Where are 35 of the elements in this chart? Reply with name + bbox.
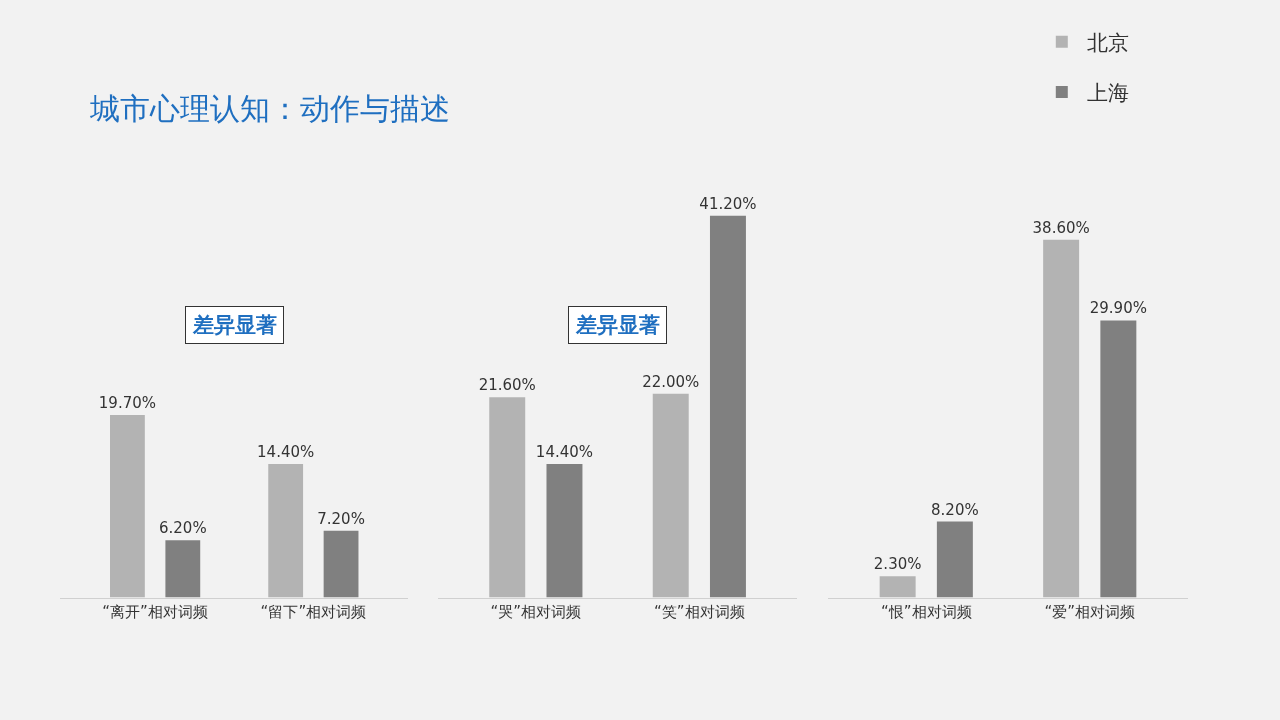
data-label: 22.00% [642,372,700,391]
data-label: 8.20% [931,500,979,519]
data-label: 41.20% [699,194,757,213]
bar [268,464,304,598]
data-label: 7.20% [317,509,365,528]
data-label: 21.60% [478,376,536,395]
data-label: 29.90% [1089,299,1147,318]
bar [652,393,689,598]
bar [879,576,916,598]
bar [489,397,526,598]
bar [323,530,359,598]
x-tick-label: “笑”相对词频 [654,602,745,621]
bar [1100,320,1137,598]
data-label: 14.40% [535,443,594,462]
legend-label: 北京 [1086,30,1129,55]
bar [546,464,583,598]
bar [936,521,973,598]
x-tick-label: “爱”相对词频 [1044,602,1136,621]
data-label: 6.20% [158,519,207,538]
bar [1043,239,1080,598]
data-label: 38.60% [1032,218,1090,237]
data-label: 14.40% [257,443,315,462]
bar [110,414,145,598]
bar [165,540,201,598]
x-tick-label: “哭”相对词频 [490,602,582,621]
annotation: 差异显著 [575,313,660,337]
chart-title: 城市心理认知：动作与描述 [88,90,450,126]
x-tick-label: “离开”相对词频 [102,602,208,621]
legend-label: 上海 [1086,81,1129,106]
x-tick-label: “留下”相对词频 [260,602,367,621]
data-label: 2.30% [873,555,922,574]
x-tick-label: “恨”相对词频 [880,602,972,621]
bar [709,215,746,598]
text: 差异显著 [192,313,277,337]
data-label: 19.70% [98,393,157,412]
